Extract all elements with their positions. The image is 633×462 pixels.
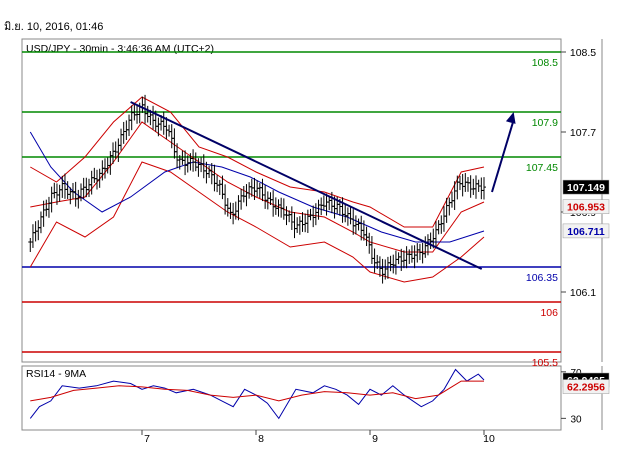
level-label: 108.5 <box>532 57 558 69</box>
rsi-chart-title: RSI14 - 9MA <box>26 368 86 380</box>
level-label: 107.45 <box>526 162 558 174</box>
price-tick-label: 107.7 <box>570 127 596 139</box>
bollinger-lower-line <box>29 161 485 283</box>
bollinger-upper-line <box>30 96 485 228</box>
price-tag: 106.953 <box>567 202 605 214</box>
rsi-ma-line <box>30 380 484 402</box>
header-datetime: มิ.ย. 10, 2016, 01:46 <box>4 21 104 33</box>
level-label: 105.5 <box>532 357 558 369</box>
price-tag: 106.711 <box>567 226 605 238</box>
time-tick-label: 9 <box>372 433 378 445</box>
time-tick-label: 10 <box>483 433 495 445</box>
projection-arrow-shaft <box>491 119 515 193</box>
price-tick-label: 108.5 <box>570 47 596 59</box>
rsi-tag: 62.2956 <box>567 382 605 394</box>
price-tag-box <box>562 199 610 214</box>
price-tick-label: 106.1 <box>570 287 596 299</box>
level-label: 107.9 <box>532 117 558 129</box>
time-tick-label: 7 <box>144 433 150 445</box>
price-tag: 107.149 <box>567 182 605 194</box>
price-tag-box <box>562 179 610 195</box>
projection-arrow-head <box>505 112 516 124</box>
descending-trendline <box>130 101 483 270</box>
moving-average-line <box>29 131 485 243</box>
rsi-tick-label: 30 <box>570 414 582 425</box>
level-label: 106 <box>540 307 558 319</box>
main-plot-frame <box>21 38 562 363</box>
price-tag-box <box>562 223 610 239</box>
price-bars-group <box>28 94 486 284</box>
main-chart-title: USD/JPY - 30min - 3:46:36 AM (UTC+2) <box>26 43 214 55</box>
time-tick-label: 8 <box>258 433 264 445</box>
rsi-tag-box <box>562 379 610 394</box>
rsi-line <box>29 368 485 420</box>
bollinger-middle-line <box>30 121 485 253</box>
level-label: 106.35 <box>526 272 558 284</box>
